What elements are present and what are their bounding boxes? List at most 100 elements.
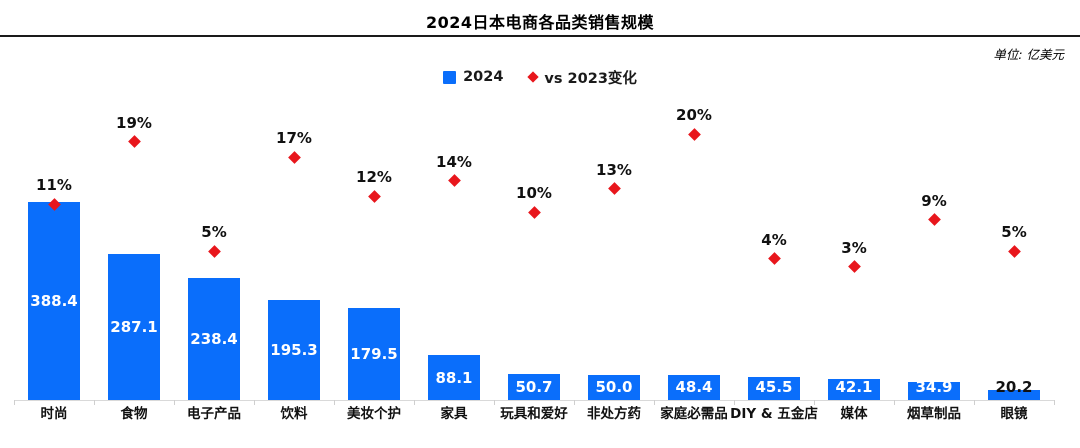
change-diamond-icon <box>287 151 301 164</box>
change-percent-label: 3% <box>841 238 867 257</box>
bar-DIY & 五金店 <box>748 376 800 400</box>
axis-tick <box>414 400 415 405</box>
change-diamond-icon <box>607 182 621 195</box>
bar-value-label: 50.0 <box>595 378 633 396</box>
change-diamond-icon <box>687 127 701 141</box>
category-label: 烟草制品 <box>907 406 961 422</box>
chart-plot-area: 388.4 11% 时尚 287.1 19% 食物 238.4 5% 电子产品 195.3 17% 饮… <box>14 100 1055 448</box>
bar-时尚 <box>28 201 80 400</box>
category-label: 眼镜 <box>1000 406 1028 422</box>
axis-tick <box>334 400 335 405</box>
bar-value-label: 20.2 <box>995 378 1033 396</box>
change-diamond-icon <box>767 252 781 266</box>
category-label: 食物 <box>120 406 148 422</box>
change-percent-label: 5% <box>201 223 227 241</box>
bar-column: 88.1 14% 家具 <box>414 100 494 448</box>
category-label: 家庭必需品 <box>660 406 728 422</box>
bar-电子产品 <box>188 278 240 400</box>
change-diamond-icon <box>847 260 861 273</box>
bar-美妆个护 <box>348 308 400 400</box>
category-label: 时尚 <box>40 406 68 422</box>
axis-tick <box>654 400 655 405</box>
header-divider <box>0 35 1080 37</box>
bar-value-label: 34.9 <box>915 378 953 396</box>
blue-square-icon <box>443 70 457 84</box>
change-percent-label: 12% <box>356 168 392 187</box>
bar-column: 195.3 17% 饮料 <box>254 100 334 448</box>
axis-tick <box>894 400 895 405</box>
change-percent-label: 4% <box>761 230 787 249</box>
axis-tick <box>174 400 175 405</box>
axis-tick <box>574 400 575 405</box>
change-percent-label: 20% <box>676 106 712 124</box>
change-percent-label: 10% <box>516 184 552 202</box>
category-label: 非处方药 <box>587 406 641 422</box>
change-diamond-icon <box>927 213 941 227</box>
category-label: 媒体 <box>840 406 868 422</box>
axis-tick <box>94 400 95 405</box>
bar-家庭必需品 <box>668 375 720 400</box>
legend-label-2024: 2024 <box>463 69 504 85</box>
bar-value-label: 48.4 <box>675 378 713 396</box>
change-diamond-icon <box>367 190 381 203</box>
category-label: 美妆个护 <box>347 406 401 422</box>
bar-column: 179.5 12% 美妆个护 <box>334 100 414 448</box>
change-diamond-icon <box>127 135 141 149</box>
bar-column: 50.0 13% 非处方药 <box>574 100 654 448</box>
bar-column: 287.1 19% 食物 <box>94 100 174 448</box>
bar-饮料 <box>268 300 320 400</box>
chart-title: 2024日本电商各品类销售规模 <box>425 13 655 32</box>
bar-column: 388.4 11% 时尚 <box>14 100 94 448</box>
axis-tick <box>254 400 255 405</box>
bar-value-label: 388.4 <box>30 291 78 310</box>
bar-column: 42.1 3% 媒体 <box>814 100 894 448</box>
unit-note: 单位: 亿美元 <box>993 47 1064 62</box>
bar-value-label: 195.3 <box>270 341 318 360</box>
change-percent-label: 5% <box>1001 223 1027 241</box>
bar-食物 <box>108 253 160 400</box>
change-percent-label: 11% <box>36 176 72 195</box>
change-diamond-icon <box>447 174 461 188</box>
bar-column: 45.5 4% DIY & 五金店 <box>730 100 818 448</box>
category-label: 饮料 <box>280 406 308 422</box>
axis-tick <box>14 400 15 405</box>
bar-value-label: 238.4 <box>190 330 238 349</box>
bar-column: 50.7 10% 玩具和爱好 <box>494 100 574 448</box>
bar-家具 <box>428 355 480 400</box>
category-label: 玩具和爱好 <box>500 406 568 422</box>
bar-value-label: 179.5 <box>350 345 398 364</box>
bar-眼镜 <box>988 389 1040 400</box>
bar-column: 238.4 5% 电子产品 <box>174 100 254 448</box>
bar-value-label: 50.7 <box>515 378 553 396</box>
axis-tick <box>974 400 975 405</box>
axis-tick <box>494 400 495 405</box>
category-label: 家具 <box>440 406 468 422</box>
chart-legend: 2024 vs 2023变化 <box>0 66 1080 88</box>
bar-value-label: 42.1 <box>835 378 873 396</box>
axis-tick <box>1054 400 1055 405</box>
change-percent-label: 19% <box>116 113 152 132</box>
change-diamond-icon <box>1007 244 1021 258</box>
category-label: 电子产品 <box>187 406 241 422</box>
bar-value-label: 287.1 <box>110 317 158 336</box>
legend-label-change: vs 2023变化 <box>544 70 637 87</box>
bar-媒体 <box>828 378 880 400</box>
bar-column: 48.4 20% 家庭必需品 <box>654 100 734 448</box>
bar-value-label: 45.5 <box>755 378 793 396</box>
x-axis-line <box>14 400 1054 401</box>
category-label: DIY & 五金店 <box>730 406 818 422</box>
change-diamond-icon <box>527 205 541 219</box>
change-diamond-icon <box>207 244 221 258</box>
bar-烟草制品 <box>908 382 960 400</box>
axis-tick <box>734 400 735 405</box>
change-percent-label: 9% <box>921 191 947 210</box>
bar-value-label: 88.1 <box>435 368 473 387</box>
bar-非处方药 <box>588 374 640 400</box>
change-percent-label: 14% <box>436 152 472 171</box>
legend-item-2024: 2024 <box>443 69 503 85</box>
red-diamond-icon <box>527 71 540 83</box>
legend-item-change: vs 2023变化 <box>527 67 637 88</box>
change-percent-label: 13% <box>596 160 632 179</box>
axis-tick <box>814 400 815 405</box>
change-percent-label: 17% <box>276 129 312 148</box>
